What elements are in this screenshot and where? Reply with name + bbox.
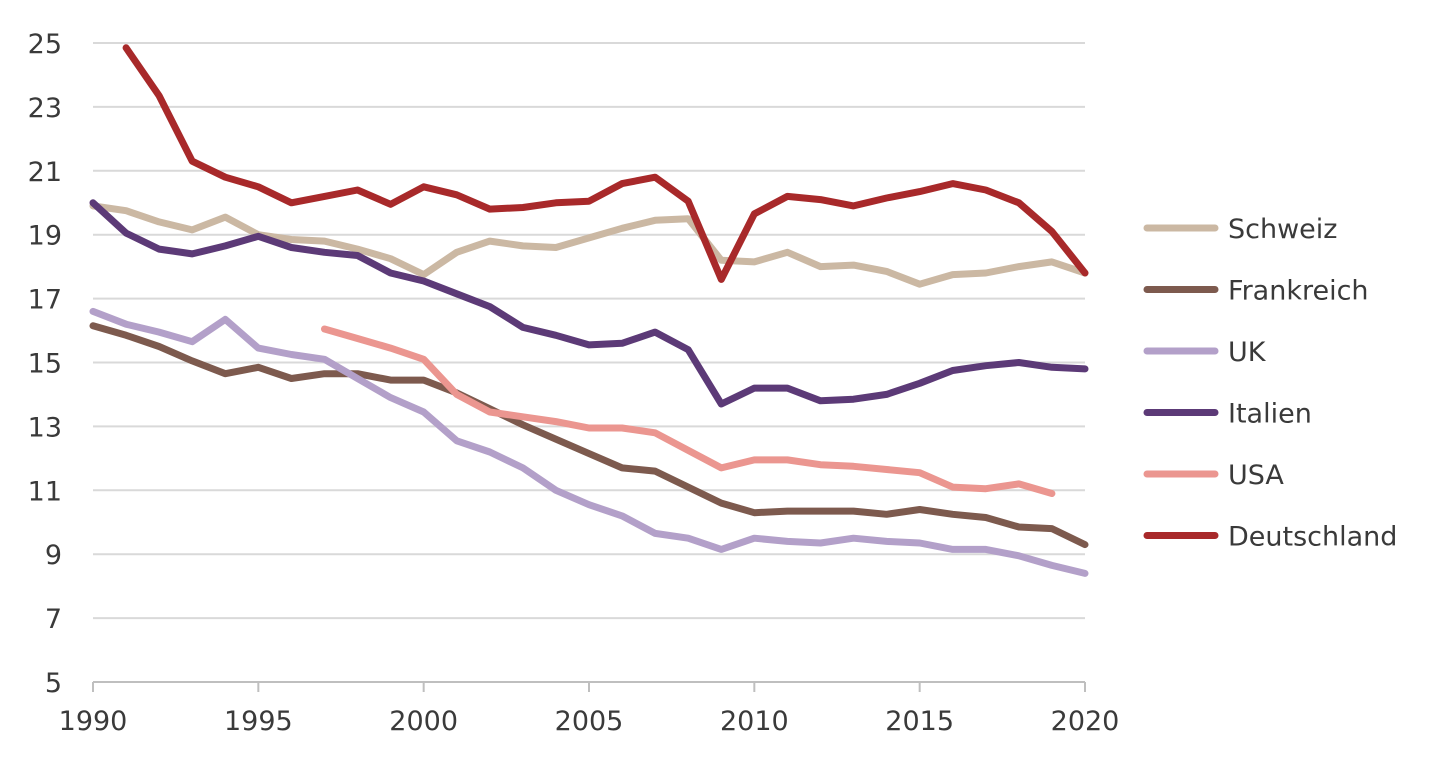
- series-line-deutschland: [122, 44, 1089, 283]
- x-tick-label: 2020: [1051, 706, 1120, 737]
- series-line-uk: [89, 307, 1089, 577]
- y-tick-label: 13: [28, 412, 62, 443]
- series-line-usa: [321, 325, 1056, 497]
- x-tick-label: 1990: [59, 706, 128, 737]
- legend-item-frankreich: Frankreich: [1143, 276, 1369, 307]
- y-tick-label: 17: [28, 285, 62, 316]
- y-tick-label: 7: [45, 604, 62, 635]
- y-tick-label: 19: [28, 221, 62, 252]
- y-tick-label: 23: [28, 93, 62, 124]
- legend: Schweiz Frankreich UK Italien USA Deutschland: [1143, 214, 1397, 553]
- x-tick-label: 1995: [224, 706, 293, 737]
- legend-label: Italien: [1228, 399, 1312, 430]
- y-tick-label: 21: [28, 157, 62, 188]
- legend-item-deutschland: Deutschland: [1143, 522, 1397, 553]
- y-tick-label: 5: [45, 668, 62, 699]
- series-lines: [89, 44, 1089, 577]
- legend-item-italien: Italien: [1143, 399, 1312, 430]
- series-line-schweiz: [89, 202, 1089, 288]
- x-tick-label: 2015: [885, 706, 954, 737]
- y-tick-label: 25: [28, 29, 62, 60]
- legend-label: USA: [1228, 460, 1284, 491]
- y-tick-label: 11: [28, 476, 62, 507]
- x-tick-label: 2010: [720, 706, 789, 737]
- legend-label: Frankreich: [1228, 276, 1369, 307]
- legend-label: Deutschland: [1228, 522, 1397, 553]
- series-line-frankreich: [89, 322, 1089, 549]
- legend-label: Schweiz: [1228, 214, 1337, 245]
- y-tick-label: 15: [28, 349, 62, 380]
- x-tick-label: 2005: [555, 706, 624, 737]
- legend-label: UK: [1228, 337, 1267, 368]
- series-line-italien: [89, 199, 1089, 408]
- axes: 5 7 9 11 13 15 17 19 21 23 25 1990 1995 2000 2005 2010 2…: [28, 29, 1120, 737]
- x-tick-label: 2000: [389, 706, 458, 737]
- legend-item-uk: UK: [1143, 337, 1267, 368]
- legend-item-schweiz: Schweiz: [1143, 214, 1337, 245]
- y-tick-label: 9: [45, 540, 62, 571]
- legend-item-usa: USA: [1143, 460, 1284, 491]
